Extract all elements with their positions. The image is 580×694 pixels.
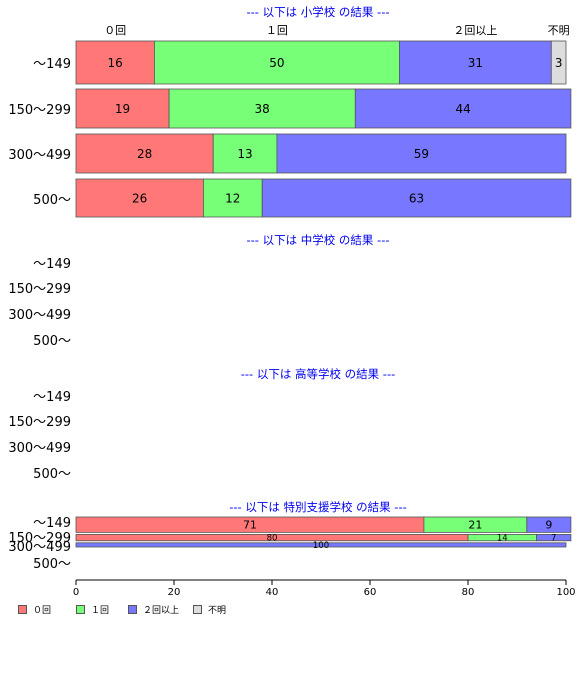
data-label-p0-r1-s1: 38 bbox=[255, 102, 270, 116]
legend-label-1: １回 bbox=[91, 605, 110, 616]
legend-item-1: １回 bbox=[76, 603, 109, 616]
data-label-p3-r1-s2: 7 bbox=[551, 534, 556, 544]
bar-segment-p0-r0-s2 bbox=[398, 40, 552, 85]
data-label-p0-r0-s3: 3 bbox=[555, 56, 563, 70]
category-label-p3-3: 500〜 bbox=[33, 557, 71, 572]
bar-segment-p0-r3-s0 bbox=[75, 178, 204, 218]
bar-segment-p0-r2-s2 bbox=[276, 133, 567, 174]
legend-item-2: ２回以上 bbox=[128, 603, 179, 616]
bar-segment-p0-r0-s1 bbox=[153, 40, 400, 85]
data-label-p3-r0-s1: 21 bbox=[468, 519, 482, 532]
category-label-p1-1: 150〜299 bbox=[8, 282, 71, 297]
bar-segment-p0-r1-s0 bbox=[75, 88, 170, 129]
bar-segment-p3-r2-s2 bbox=[75, 542, 567, 548]
data-label-p0-r2-s2: 59 bbox=[414, 147, 429, 161]
category-label-p0-2: 300〜499 bbox=[8, 148, 71, 163]
bar-segment-p0-r1-s2 bbox=[354, 88, 572, 129]
category-label-p0-1: 150〜299 bbox=[8, 103, 71, 118]
x-tick-label-1: 20 bbox=[168, 587, 181, 598]
bar-segment-p0-r0-s0 bbox=[75, 40, 155, 85]
bar-segment-p0-r2-s1 bbox=[212, 133, 278, 174]
data-label-p0-r3-s0: 26 bbox=[132, 191, 147, 205]
legend-label-2: ２回以上 bbox=[143, 605, 180, 616]
panel-title-3: --- 以下は 特別支援学校 の結果 --- bbox=[229, 500, 407, 514]
category-label-p2-0: 〜149 bbox=[33, 390, 71, 405]
legend-swatch-1 bbox=[76, 604, 86, 614]
category-label-p0-3: 500〜 bbox=[33, 193, 71, 208]
data-label-p0-r1-s0: 19 bbox=[115, 102, 130, 116]
category-label-p1-0: 〜149 bbox=[33, 257, 71, 272]
category-label-p1-2: 300〜499 bbox=[8, 308, 71, 323]
category-label-p1-3: 500〜 bbox=[33, 334, 71, 349]
legend-swatch-3 bbox=[193, 604, 203, 614]
x-tick-label-2: 40 bbox=[266, 587, 279, 598]
category-label-p3-0: 〜149 bbox=[33, 516, 71, 531]
data-label-p0-r0-s2: 31 bbox=[468, 56, 483, 70]
legend-label-3: 不明 bbox=[208, 605, 227, 616]
category-label-p2-3: 500〜 bbox=[33, 467, 71, 482]
legend: ０回 １回 ２回以上 不明 bbox=[18, 602, 240, 616]
legend-swatch-2 bbox=[128, 604, 138, 614]
segment-header-3: 不明 bbox=[548, 24, 570, 37]
data-label-p0-r3-s1: 12 bbox=[225, 191, 240, 205]
segment-header-2: ２回以上 bbox=[453, 24, 497, 37]
x-tick-label-3: 60 bbox=[364, 587, 377, 598]
panel-title-0: --- 以下は 小学校 の結果 --- bbox=[246, 5, 389, 19]
data-label-p0-r2-s1: 13 bbox=[237, 147, 252, 161]
category-label-p3-2: 300〜499 bbox=[8, 540, 71, 555]
category-label-p3-1: 150〜299 bbox=[8, 531, 71, 546]
segment-header-0: ０回 bbox=[104, 24, 126, 37]
data-label-p3-r2-s2: 100 bbox=[313, 541, 329, 551]
bar-segment-p3-r0-s2 bbox=[526, 516, 572, 533]
legend-swatch-0 bbox=[18, 604, 27, 614]
legend-item-0: ０回 bbox=[18, 603, 51, 616]
x-tick-label-5: 100 bbox=[556, 587, 575, 598]
data-label-p0-r2-s0: 28 bbox=[137, 147, 152, 161]
x-tick-label-4: 80 bbox=[462, 587, 475, 598]
x-tick-label-0: 0 bbox=[73, 587, 79, 598]
category-label-p2-2: 300〜499 bbox=[8, 441, 71, 456]
bar-segment-p0-r0-s3 bbox=[550, 40, 567, 85]
data-label-p3-r1-s1: 14 bbox=[497, 534, 508, 544]
panel-title-1: --- 以下は 中学校 の結果 --- bbox=[246, 233, 389, 247]
segment-header-1: １回 bbox=[266, 24, 288, 37]
data-label-p3-r1-s0: 80 bbox=[267, 534, 278, 544]
bar-segment-p0-r2-s0 bbox=[75, 133, 214, 174]
legend-item-3: 不明 bbox=[193, 603, 226, 616]
data-label-p0-r3-s2: 63 bbox=[409, 191, 424, 205]
bar-segment-p0-r3-s2 bbox=[261, 178, 572, 218]
data-label-p0-r0-s0: 16 bbox=[108, 56, 123, 70]
bar-segment-p3-r1-s2 bbox=[536, 534, 572, 542]
bar-segment-p0-r1-s1 bbox=[168, 88, 356, 129]
category-label-p0-0: 〜149 bbox=[33, 57, 71, 72]
data-label-p0-r1-s2: 44 bbox=[455, 102, 470, 116]
bar-segment-p0-r3-s1 bbox=[202, 178, 263, 218]
legend-label-0: ０回 bbox=[33, 605, 52, 616]
panel-title-2: --- 以下は 高等学校 の結果 --- bbox=[241, 367, 396, 381]
data-label-p0-r0-s1: 50 bbox=[269, 56, 284, 70]
data-label-p3-r0-s2: 9 bbox=[545, 519, 552, 532]
category-label-p2-1: 150〜299 bbox=[8, 415, 71, 430]
data-label-p3-r0-s0: 71 bbox=[243, 519, 257, 532]
